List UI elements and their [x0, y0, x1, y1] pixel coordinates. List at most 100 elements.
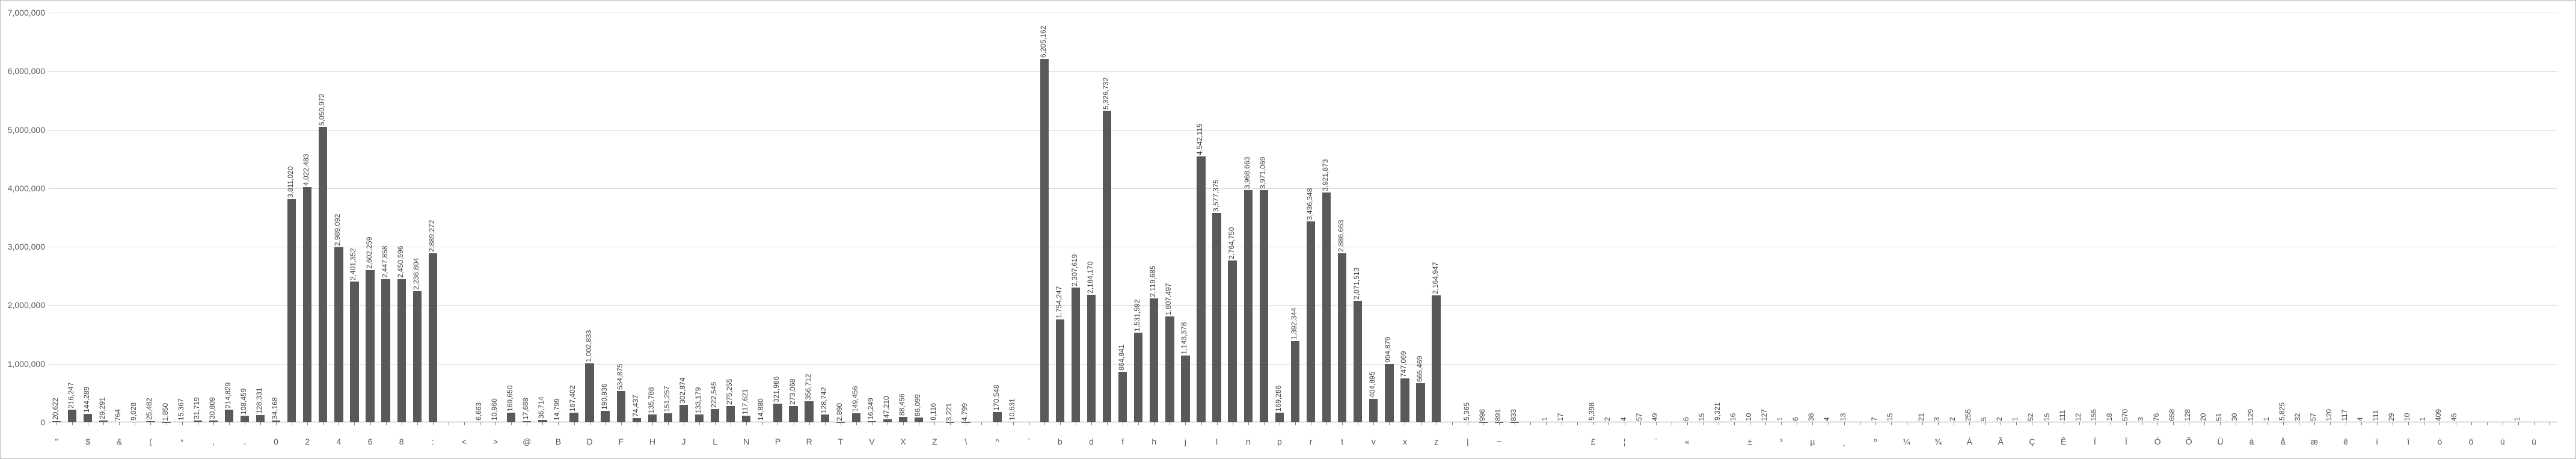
x-tick-label: 4 — [336, 437, 341, 446]
bar-value-label: 275,255 — [726, 379, 733, 405]
bar-value-label: 2,307,619 — [1071, 254, 1078, 286]
x-tick-label: H — [649, 437, 655, 446]
x-tick-mark — [1812, 422, 1813, 425]
x-tick-mark — [386, 422, 387, 425]
bar: 864,841 — [1118, 372, 1127, 422]
bar: 88,456 — [899, 417, 907, 422]
x-tick-mark — [2361, 422, 2362, 425]
y-tick-label: 6,000,000 — [8, 66, 49, 76]
x-axis-ticks: "$&(*,.02468:<>@BDFHJLNPRTVXZ\^`bdfhjlnp… — [49, 422, 2557, 458]
bar-value-label: 21 — [1918, 413, 1925, 421]
bar-value-label: 135,788 — [648, 387, 655, 413]
bar-value-label: 994,879 — [1384, 337, 1391, 363]
bar-value-label: 45 — [2450, 413, 2458, 421]
x-tick-mark — [1608, 422, 1609, 425]
bar-value-label: 10 — [2403, 413, 2411, 421]
bar-value-label: 3,968,663 — [1244, 157, 1251, 189]
x-tick-mark — [495, 422, 496, 425]
x-tick-label: ¦ — [1624, 437, 1626, 446]
bar: 5,326,732 — [1103, 111, 1111, 422]
bar: 2,602,259 — [366, 270, 374, 422]
bar-value-label: 52 — [2027, 413, 2034, 421]
x-tick-label: $ — [85, 437, 90, 446]
bar: 747,069 — [1400, 378, 1409, 422]
chart-container: 01,000,0002,000,0003,000,0004,000,0005,0… — [0, 0, 2576, 459]
x-tick-label: * — [180, 437, 183, 446]
x-tick-mark — [1295, 422, 1296, 425]
x-tick-mark — [1844, 422, 1845, 425]
x-tick-label: Ã — [1998, 437, 2004, 446]
bar-value-label: 2,401,352 — [349, 248, 357, 280]
x-tick-label: \ — [964, 437, 967, 446]
x-tick-mark — [511, 422, 512, 425]
bar: 2,071,513 — [1354, 301, 1362, 422]
bar-value-label: 47,210 — [883, 396, 890, 419]
bar-value-label: 1 — [2419, 417, 2426, 421]
bar: 3,968,663 — [1244, 190, 1253, 422]
x-tick-label: : — [432, 437, 434, 446]
bar: 1,531,592 — [1134, 333, 1142, 422]
bar-value-label: 20 — [2200, 413, 2207, 421]
x-tick-mark — [1891, 422, 1892, 425]
y-tick-label: 3,000,000 — [8, 242, 49, 251]
bar-value-label: 32 — [2294, 413, 2301, 421]
bar-value-label: 8,116 — [930, 403, 937, 420]
bar-value-label: 2,890 — [836, 403, 843, 421]
x-tick-label: ` — [1027, 437, 1030, 446]
bar-value-label: 5,825 — [2278, 402, 2286, 420]
bar: 4,022,483 — [303, 187, 311, 422]
bar-value-label: 129 — [2247, 409, 2254, 421]
y-tick-label: 4,000,000 — [8, 183, 49, 193]
bar: 6,205,162 — [1040, 59, 1049, 422]
bar-value-label: 2,450,596 — [397, 245, 404, 277]
bar: 135,788 — [648, 414, 657, 422]
bar-value-label: 3,221 — [945, 403, 952, 421]
bar: 2,886,663 — [1338, 253, 1346, 422]
bar-value-label: 12 — [2075, 413, 2082, 421]
x-tick-mark — [903, 422, 904, 425]
bar-value-label: 74,437 — [632, 395, 639, 417]
x-tick-label: D — [587, 437, 593, 446]
y-tick-label: 0 — [40, 417, 49, 427]
x-tick-mark — [2408, 422, 2409, 425]
bar-value-label: 3,811,020 — [287, 167, 294, 199]
bar: 2,889,272 — [429, 253, 437, 422]
x-tick-mark — [1138, 422, 1139, 425]
bar: 117,621 — [742, 416, 750, 422]
x-tick-mark — [1640, 422, 1641, 425]
bar-value-label: 4,542,115 — [1196, 124, 1203, 156]
bar-value-label: 5 — [1980, 417, 1987, 421]
bar-value-label: 1 — [2011, 417, 2019, 421]
x-tick-mark — [2283, 422, 2284, 425]
bar-value-label: 409 — [2435, 409, 2442, 421]
bars-layer: 20,622216,247144,28929,2917649,02825,482… — [49, 13, 2557, 422]
bar-value-label: 356,712 — [805, 374, 812, 400]
x-tick-mark — [1389, 422, 1390, 425]
x-tick-label: å — [2281, 437, 2286, 446]
x-tick-mark — [276, 422, 277, 425]
x-tick-mark — [1154, 422, 1155, 425]
x-tick-mark — [825, 422, 826, 425]
bar-value-label: 31,719 — [193, 397, 200, 419]
bar-value-label: 127 — [1761, 409, 1768, 421]
x-tick-label: 0 — [274, 437, 278, 446]
bar-value-label: 10,960 — [491, 398, 498, 420]
bar: 190,936 — [601, 411, 609, 422]
x-tick-label: £ — [1590, 437, 1595, 446]
x-tick-mark — [1326, 422, 1327, 425]
bar-value-label: 17,688 — [522, 398, 529, 420]
bar-value-label: 120 — [2325, 409, 2332, 421]
bar-value-label: 1 — [1541, 417, 1548, 421]
x-tick-mark — [2173, 422, 2174, 425]
x-tick-label: j — [1185, 437, 1186, 446]
bar: 3,811,020 — [287, 199, 296, 422]
bar-value-label: 255 — [1964, 409, 1972, 421]
bar: 356,712 — [805, 401, 813, 422]
x-tick-label: ê — [2343, 437, 2348, 446]
x-tick-label: T — [838, 437, 844, 446]
bar: 3,971,069 — [1260, 190, 1268, 422]
x-tick-mark — [1060, 422, 1061, 425]
x-tick-label: ^ — [995, 437, 999, 446]
x-tick-mark — [809, 422, 810, 425]
x-tick-mark — [213, 422, 214, 425]
